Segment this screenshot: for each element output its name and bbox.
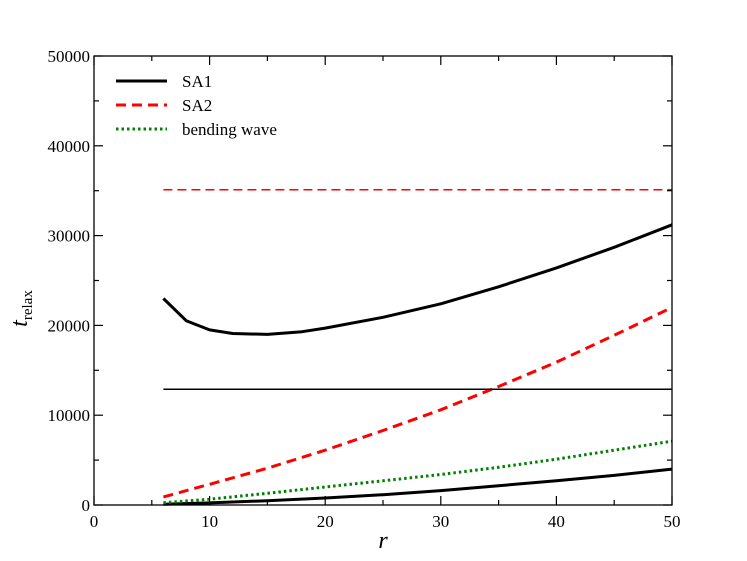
x-axis-title: r — [378, 528, 388, 554]
plot-frame — [93, 55, 673, 506]
legend: SA1 SA2 bending wave — [116, 72, 277, 139]
plot-lines — [162, 189, 673, 506]
legend-label: SA1 — [182, 72, 212, 91]
y-axis-title: trelax — [7, 290, 36, 327]
y-tick-label: 50000 — [48, 47, 91, 66]
series-line-2 — [163, 467, 673, 506]
y-tick-label: 20000 — [48, 316, 91, 335]
legend-label: SA2 — [182, 96, 212, 115]
x-tick-label: 40 — [548, 512, 565, 531]
series-line-4 — [163, 439, 673, 505]
x-tick-label: 50 — [664, 512, 681, 531]
y-axis-title-main: t — [7, 319, 33, 327]
y-tick-label: 0 — [82, 496, 91, 515]
series-line-1 — [162, 223, 673, 336]
axis-tick-labels: 0 10 20 30 40 50 0 10000 20000 30000 40000 50000 — [48, 47, 681, 531]
y-tick-label: 30000 — [48, 227, 91, 246]
series-line-3 — [163, 306, 673, 499]
x-tick-label: 10 — [201, 512, 218, 531]
legend-label: bending wave — [182, 120, 277, 139]
x-tick-label: 0 — [90, 512, 99, 531]
y-tick-label: 40000 — [48, 137, 91, 156]
y-axis-title-sub: relax — [20, 290, 36, 320]
x-tick-label: 20 — [317, 512, 334, 531]
x-tick-label: 30 — [432, 512, 449, 531]
y-tick-label: 10000 — [48, 406, 91, 425]
axis-ticks — [93, 55, 673, 506]
